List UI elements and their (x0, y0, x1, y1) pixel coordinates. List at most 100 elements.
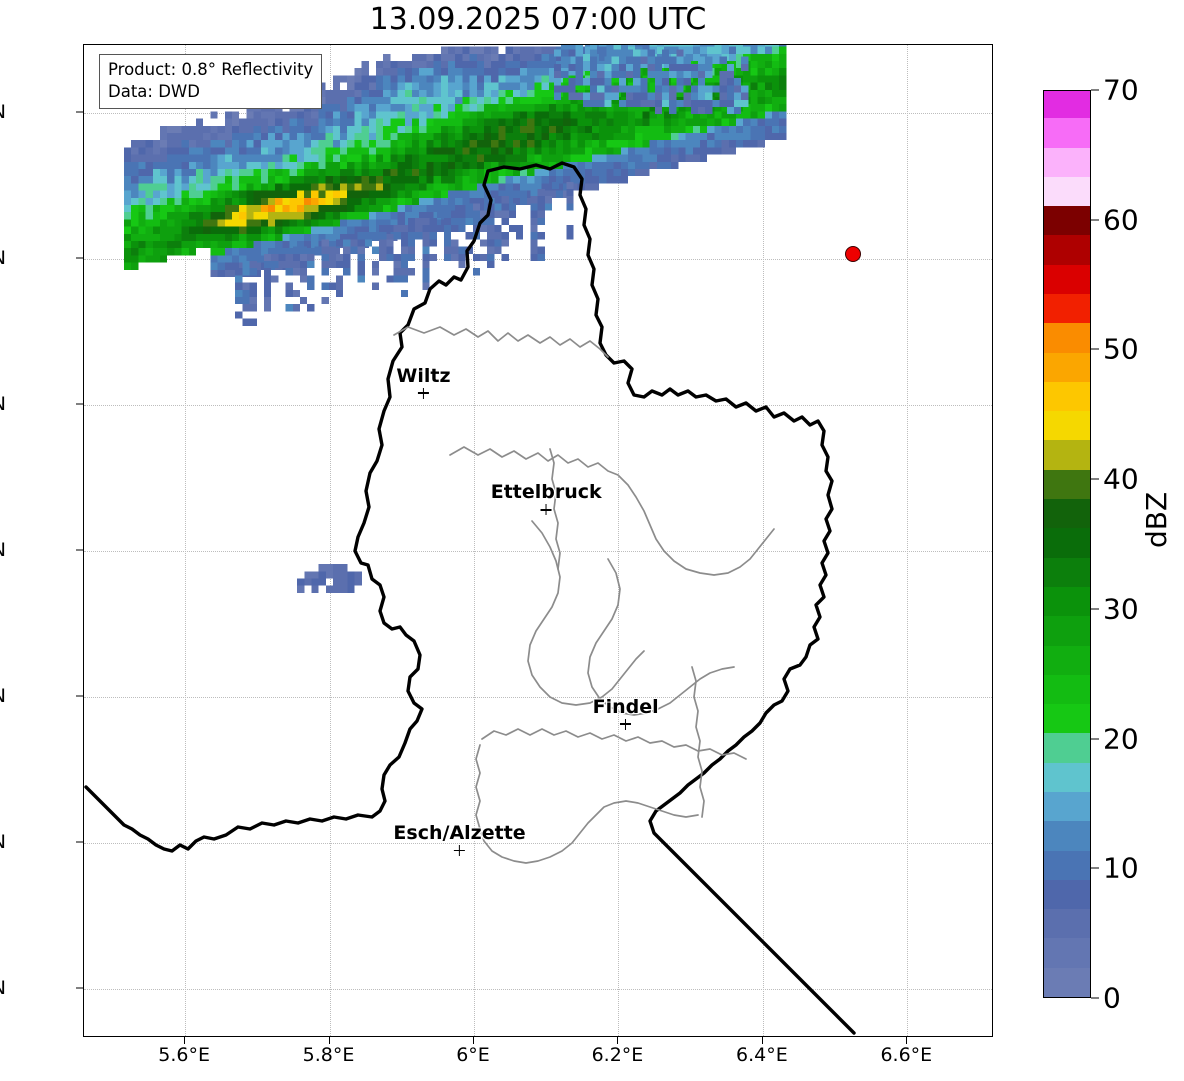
radar-pixel (440, 197, 448, 205)
radar-pixel (772, 97, 780, 105)
radar-pixel (275, 125, 283, 133)
radar-pixel (124, 176, 132, 184)
radar-pixel (131, 248, 139, 256)
radar-pixel (599, 118, 607, 126)
radar-pixel (368, 226, 376, 234)
radar-pixel (628, 111, 636, 119)
radar-pixel (325, 571, 334, 579)
radar-pixel (498, 89, 506, 97)
radar-pixel (566, 203, 574, 211)
radar-pixel (224, 255, 232, 263)
radar-pixel (721, 140, 729, 148)
radar-pixel (534, 176, 542, 184)
radar-pixel (368, 89, 376, 97)
radar-pixel (741, 92, 749, 100)
radar-pixel (268, 176, 276, 184)
radar-pixel (246, 125, 254, 133)
radar-pixel (318, 571, 326, 579)
radar-pixel (705, 85, 713, 93)
radar-pixel (340, 197, 348, 205)
radar-pixel (412, 190, 420, 198)
radar-pixel (433, 147, 441, 155)
radar-pixel (246, 169, 254, 177)
radar-pixel (131, 205, 139, 213)
radar-pixel (210, 133, 218, 141)
radar-pixel (404, 205, 412, 213)
radar-pixel (520, 82, 528, 90)
radar-pixel (347, 169, 355, 177)
radar-pixel (419, 133, 427, 141)
radar-pixel (203, 140, 211, 148)
radar-pixel (289, 111, 297, 119)
radar-pixel (235, 289, 243, 297)
radar-pixel (508, 203, 516, 211)
colorbar-band (1044, 527, 1090, 558)
radar-pixel (584, 147, 592, 155)
radar-pixel (174, 197, 182, 205)
radar-pixel (224, 241, 232, 249)
radar-pixel (390, 154, 398, 162)
radar-pixel (260, 169, 268, 177)
radar-pixel (750, 118, 758, 126)
radar-pixel (584, 176, 592, 184)
radar-pixel (361, 68, 369, 76)
radar-pixel (563, 111, 571, 119)
radar-pixel (462, 75, 470, 83)
colorbar[interactable]: 70 60 50 40 30 20 10 0 (1043, 74, 1139, 1015)
radar-pixel (311, 147, 319, 155)
radar-pixel (592, 183, 600, 191)
radar-pixel (152, 154, 160, 162)
radar-pixel (347, 190, 355, 198)
radar-pixel (311, 212, 319, 220)
radar-pixel (726, 107, 734, 115)
radar-pixel (224, 197, 232, 205)
radar-pixel (575, 63, 583, 71)
map-plot-area[interactable]: Product: 0.8° Reflectivity Data: DWD Wil… (83, 44, 993, 1037)
radar-pixel (656, 133, 664, 141)
radar-pixel (575, 49, 583, 57)
radar-pixel (264, 304, 272, 312)
radar-pixel (620, 125, 628, 133)
radar-pixel (325, 219, 333, 227)
radar-pixel (300, 261, 308, 269)
radar-pixel (249, 261, 257, 269)
radar-site-marker-icon[interactable] (845, 246, 862, 263)
radar-pixel (484, 68, 492, 76)
radar-pixel (620, 154, 628, 162)
radar-pixel (692, 45, 700, 47)
radar-pixel (548, 154, 556, 162)
radar-pixel (332, 154, 340, 162)
radar-pixel (584, 118, 592, 126)
radar-pixel (393, 225, 401, 233)
radar-pixel (239, 226, 247, 234)
radar-pixel (662, 99, 670, 107)
radar-pixel (361, 161, 369, 169)
radar-pixel (654, 92, 662, 100)
radar-pixel (548, 147, 556, 155)
radar-pixel (728, 140, 736, 148)
radar-pixel (599, 125, 607, 133)
radar-pixel (350, 239, 358, 247)
radar-pixel (548, 176, 556, 184)
radar-pixel (433, 82, 441, 90)
colorbar-band (1044, 879, 1090, 910)
radar-pixel (484, 111, 492, 119)
radar-pixel (167, 176, 175, 184)
radar-pixel (354, 183, 362, 191)
latitude-tick-label: 50.25°N (0, 101, 6, 123)
radar-pixel (253, 176, 261, 184)
radar-pixel (656, 161, 664, 169)
radar-pixel (217, 226, 225, 234)
radar-pixel (210, 248, 218, 256)
longitude-tick-mark (761, 1037, 763, 1044)
radar-pixel (361, 75, 369, 83)
radar-pixel (239, 255, 247, 263)
radar-pixel (124, 197, 132, 205)
radar-pixel (537, 189, 545, 197)
radar-pixel (325, 169, 333, 177)
radar-pixel (613, 161, 621, 169)
radar-pixel (635, 154, 643, 162)
radar-pixel (530, 232, 538, 240)
radar-pixel (296, 241, 304, 249)
radar-pixel (325, 97, 333, 105)
